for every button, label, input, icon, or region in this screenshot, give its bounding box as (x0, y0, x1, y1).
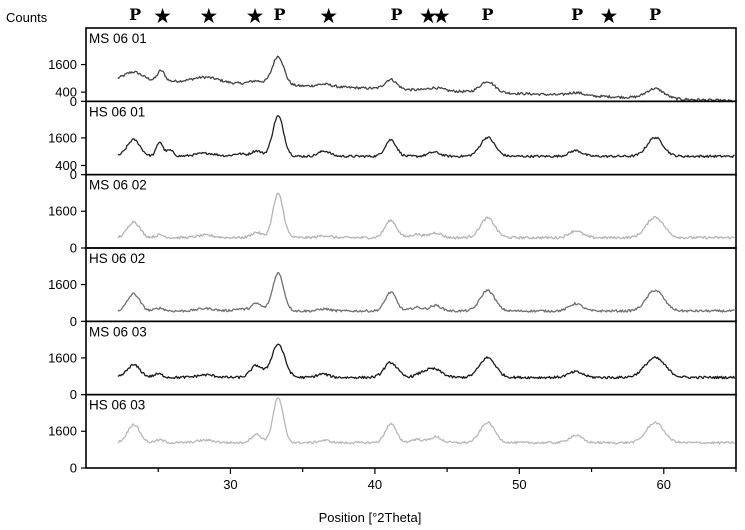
p-marker: P (571, 5, 583, 24)
panel-label: MS 06 03 (89, 324, 147, 339)
p-marker: P (391, 5, 403, 24)
x-tick-label: 40 (368, 477, 382, 492)
p-marker: P (129, 5, 141, 24)
x-tick-label: 50 (512, 477, 526, 492)
p-marker: P (649, 5, 661, 24)
x-tick-label: 60 (657, 477, 671, 492)
panel-hs-06-03: 0 1600 HS 06 03 (48, 393, 737, 476)
y-tick-label: 400 (55, 158, 77, 173)
y-axis-label: Counts (6, 10, 48, 25)
y-tick-label: 0 (70, 314, 77, 329)
y-tick-label: 0 (70, 461, 77, 476)
star-marker: ★ (419, 4, 438, 28)
p-marker: P (482, 5, 494, 24)
y-tick-label: 0 (70, 94, 77, 109)
star-marker: ★ (432, 4, 451, 28)
xrd-pattern-line (117, 271, 735, 313)
phase-marker-row: P ★ ★ ★ P ★ P ★★ P P ★ P (129, 4, 661, 28)
x-tick-label: 30 (223, 477, 237, 492)
panel-label: MS 06 01 (89, 31, 147, 46)
star-marker: ★ (153, 4, 172, 28)
x-axis-label: Position [°2Theta] (319, 510, 422, 525)
xrd-pattern-line (117, 343, 736, 380)
x-axis: 30 40 50 60 (157, 468, 737, 492)
star-marker: ★ (319, 4, 338, 28)
y-tick-label: 0 (70, 167, 77, 182)
y-tick-label: 1600 (48, 350, 77, 365)
panel-label: MS 06 02 (89, 178, 147, 193)
xrd-pattern-line (117, 192, 735, 240)
p-marker: P (274, 5, 286, 24)
y-tick-label: 0 (70, 387, 77, 402)
panel-label: HS 06 01 (89, 104, 145, 119)
y-tick-label: 400 (55, 85, 77, 100)
y-tick-label: 1600 (48, 57, 77, 72)
y-tick-label: 1600 (48, 204, 77, 219)
y-tick-label: 1600 (48, 130, 77, 145)
panel-label: HS 06 02 (89, 251, 145, 266)
star-marker: ★ (599, 4, 618, 28)
xrd-pattern-line (117, 55, 736, 103)
panel-label: HS 06 03 (89, 398, 145, 413)
xrd-pattern-line (117, 115, 735, 159)
xrd-pattern-line (117, 397, 736, 445)
star-marker: ★ (199, 4, 218, 28)
y-tick-label: 1600 (48, 424, 77, 439)
panel-hs-06-02: 0 1600 HS 06 02 (48, 247, 737, 329)
star-marker: ★ (246, 4, 265, 28)
y-tick-label: 0 (70, 241, 77, 256)
y-tick-label: 1600 (48, 277, 77, 292)
